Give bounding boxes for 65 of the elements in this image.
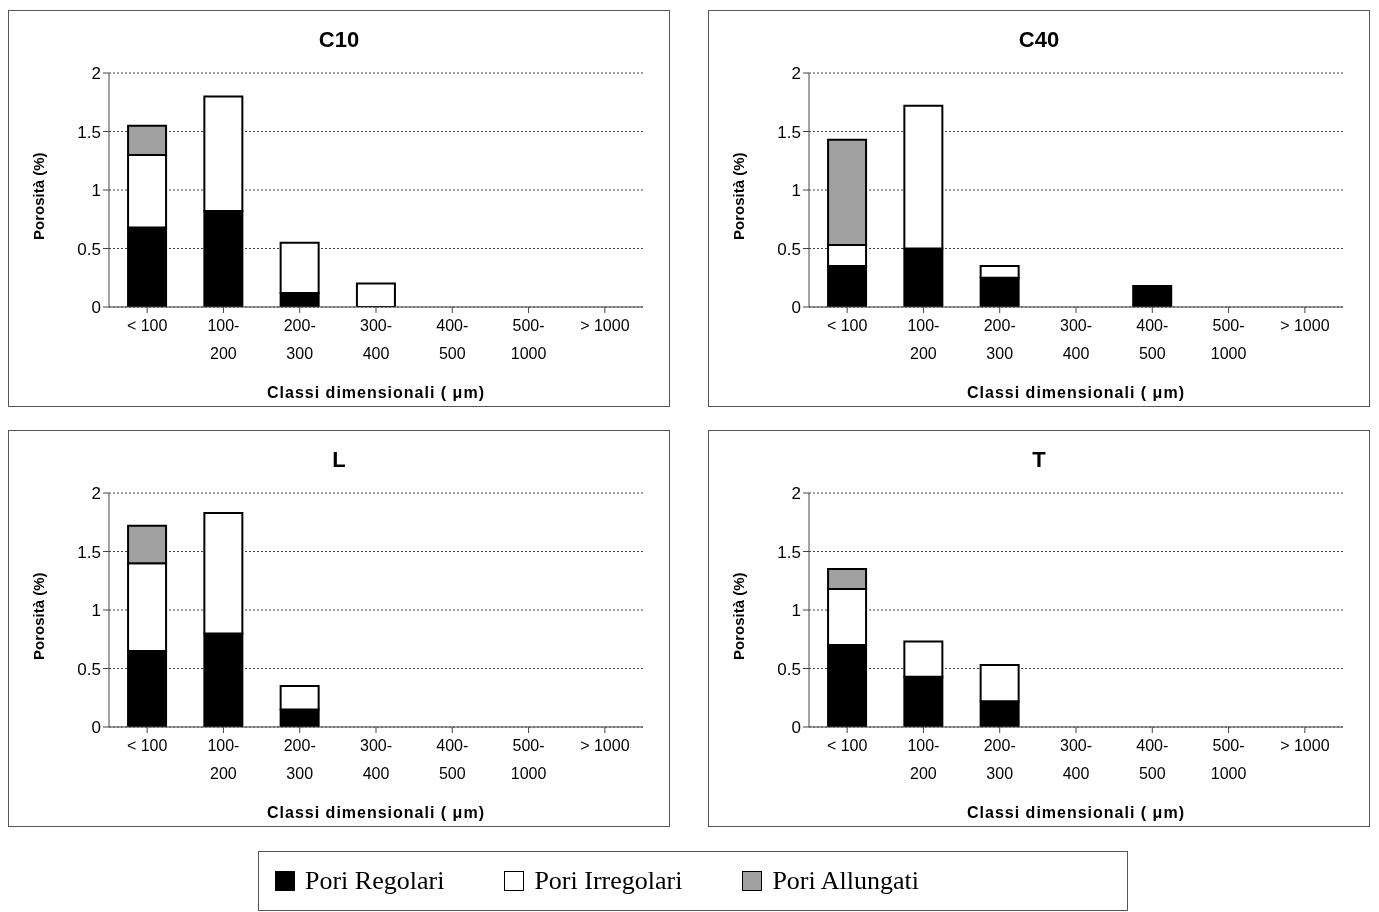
- x-tick-label: 500-1000: [510, 737, 547, 782]
- x-tick-label: 400-500: [1136, 317, 1169, 362]
- x-tick-label: 500-1000: [1210, 737, 1247, 782]
- bar: [355, 282, 396, 307]
- x-tick-label: < 100: [126, 737, 168, 754]
- y-tick-label: 0.5: [777, 659, 801, 679]
- y-tick-label: 2: [91, 484, 101, 504]
- legend-label: Pori Irregolari: [534, 866, 683, 896]
- y-tick-label: 1: [791, 181, 801, 201]
- x-tick-label: 100-200: [207, 737, 240, 782]
- y-tick-label: 1: [91, 181, 101, 201]
- y-axis-title: Porosità (%): [30, 152, 48, 240]
- x-tick-label: 400-500: [1136, 737, 1169, 782]
- y-tick-label: 2: [791, 484, 801, 504]
- x-tick-label: < 100: [126, 317, 168, 334]
- x-axis-title: Classi dimensionali ( μm): [967, 804, 1185, 821]
- x-tick-label: 400-500: [436, 317, 469, 362]
- y-tick-label: 1.5: [777, 542, 801, 562]
- y-tick-label: 1: [791, 601, 801, 621]
- x-tick-label: 500-1000: [510, 317, 547, 362]
- y-axis-title: Porosità (%): [730, 572, 748, 660]
- legend-label: Pori Allungati: [772, 866, 920, 896]
- y-tick-label: 1.5: [777, 122, 801, 142]
- y-tick-label: 0: [791, 718, 801, 738]
- x-axis-title: Classi dimensionali ( μm): [267, 804, 485, 821]
- x-tick-label: 100-200: [207, 317, 240, 362]
- x-tick-label: 200-300: [283, 737, 316, 782]
- x-tick-label: > 1000: [580, 317, 630, 334]
- chart-title: L: [331, 447, 347, 473]
- legend-label: Pori Regolari: [305, 866, 445, 896]
- x-tick-label: 300-400: [1059, 737, 1093, 782]
- x-tick-label: > 1000: [580, 737, 630, 754]
- x-tick-label: 100-200: [907, 737, 940, 782]
- x-tick-label: 300-400: [359, 317, 393, 362]
- bar: [1132, 284, 1173, 307]
- x-axis-title: Classi dimensionali ( μm): [267, 384, 485, 401]
- x-tick-label: 300-400: [359, 737, 393, 782]
- y-tick-label: 0: [91, 298, 101, 318]
- x-tick-label: 300-400: [1059, 317, 1093, 362]
- x-tick-label: 200-300: [983, 737, 1016, 782]
- y-tick-label: 0.5: [77, 239, 101, 259]
- x-tick-label: > 1000: [1280, 737, 1330, 754]
- chart-title: C10: [317, 27, 361, 53]
- x-tick-label: 500-1000: [1210, 317, 1247, 362]
- x-tick-label: > 1000: [1280, 317, 1330, 334]
- y-tick-label: 2: [791, 64, 801, 84]
- y-tick-label: 0: [791, 298, 801, 318]
- y-axis-title: Porosità (%): [30, 572, 48, 660]
- y-tick-label: 2: [91, 64, 101, 84]
- y-tick-label: 0: [91, 718, 101, 738]
- y-tick-label: 1: [91, 601, 101, 621]
- chart-title: T: [1031, 447, 1047, 473]
- chart-title: C40: [1017, 27, 1061, 53]
- y-tick-label: 1.5: [77, 122, 101, 142]
- x-tick-label: < 100: [826, 317, 868, 334]
- x-tick-label: < 100: [826, 737, 868, 754]
- x-tick-label: 200-300: [983, 317, 1016, 362]
- x-axis-title: Classi dimensionali ( μm): [967, 384, 1185, 401]
- x-tick-label: 400-500: [436, 737, 469, 782]
- y-tick-label: 0.5: [777, 239, 801, 259]
- y-axis-title: Porosità (%): [730, 152, 748, 240]
- x-tick-label: 200-300: [283, 317, 316, 362]
- y-tick-label: 0.5: [77, 659, 101, 679]
- x-tick-label: 100-200: [907, 317, 940, 362]
- y-tick-label: 1.5: [77, 542, 101, 562]
